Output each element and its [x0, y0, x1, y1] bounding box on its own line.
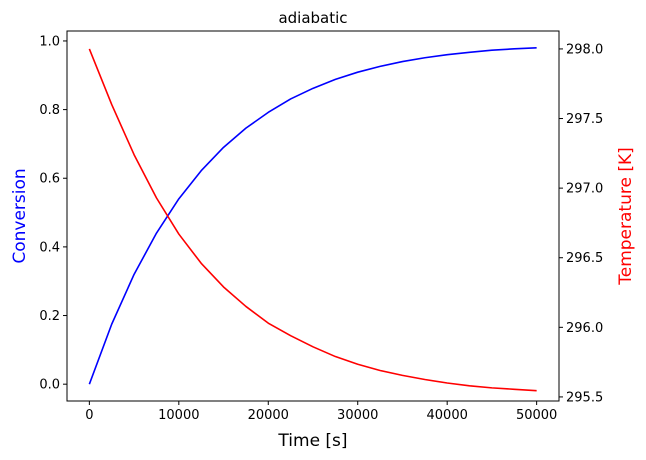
x-axis-label: Time [s] — [277, 431, 347, 451]
x-tick-label: 0 — [85, 408, 93, 423]
right-y-axis-label: Temperature [K] — [616, 147, 636, 286]
chart-title: adiabatic — [278, 9, 347, 27]
right-y-tick-label: 297.5 — [566, 112, 603, 127]
right-y-tick-label: 296.5 — [566, 251, 603, 266]
x-axis-ticks: 0 10000 20000 30000 40000 50000 — [85, 401, 557, 423]
x-tick-label: 30000 — [337, 408, 378, 423]
x-tick-label: 50000 — [516, 408, 557, 423]
left-y-tick-label: 0.8 — [39, 103, 60, 118]
left-y-axis-ticks: 0.0 0.2 0.4 0.6 0.8 1.0 — [39, 34, 67, 393]
left-y-tick-label: 1.0 — [39, 34, 60, 49]
right-y-tick-label: 295.5 — [566, 390, 603, 405]
right-y-tick-label: 298.0 — [566, 42, 603, 57]
series-layer — [88, 47, 537, 392]
x-tick-label: 40000 — [427, 408, 468, 423]
x-tick-label: 10000 — [158, 408, 199, 423]
plot-frame — [66, 30, 560, 402]
left-y-axis-label: Conversion — [10, 168, 30, 263]
left-y-tick-label: 0.2 — [39, 309, 60, 324]
x-tick-label: 20000 — [248, 408, 289, 423]
right-y-axis-ticks: 295.5 296.0 296.5 297.0 297.5 298.0 — [559, 42, 603, 405]
left-y-tick-label: 0.0 — [39, 378, 60, 393]
conversion-series-line — [88, 47, 537, 385]
left-y-tick-label: 0.4 — [39, 240, 60, 255]
right-y-tick-label: 296.0 — [566, 321, 603, 336]
left-y-tick-label: 0.6 — [39, 172, 60, 187]
right-y-tick-label: 297.0 — [566, 182, 603, 197]
temperature-series-line — [88, 48, 537, 392]
